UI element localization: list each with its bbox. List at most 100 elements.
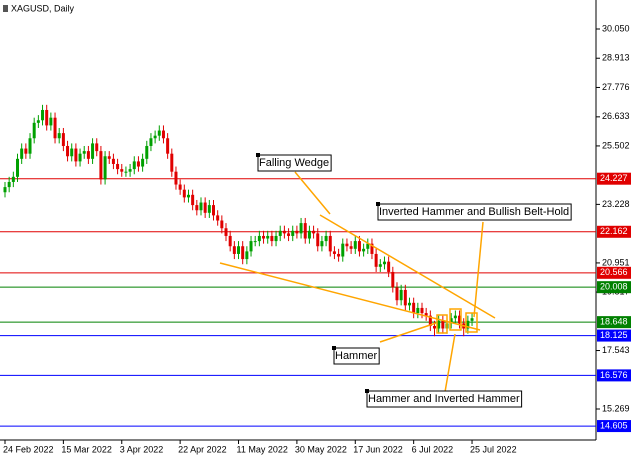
x-tick-label: 24 Feb 2022 — [3, 444, 54, 454]
candle-body — [78, 153, 82, 162]
annotation-text: Falling Wedge — [259, 157, 329, 169]
candle-body — [66, 145, 70, 157]
x-tick-label: 3 Apr 2022 — [120, 444, 164, 454]
level-label: 16.576 — [600, 370, 628, 380]
candle-body — [220, 220, 224, 229]
candle-body — [203, 202, 207, 213]
arrow — [294, 171, 331, 215]
annotation-anchor — [365, 389, 369, 393]
candle-body — [312, 230, 316, 234]
annotation-box — [333, 347, 380, 365]
candle-body — [395, 287, 399, 301]
annotation-anchor — [376, 202, 380, 206]
candle-body — [403, 289, 407, 306]
level-label: 18.648 — [600, 317, 628, 327]
candle-body — [420, 307, 424, 314]
candle-body — [186, 194, 190, 198]
candle-body — [466, 320, 470, 329]
candle-body — [332, 251, 336, 254]
candle-body — [366, 243, 370, 249]
candle-body — [274, 235, 278, 242]
y-tick-label: 15.269 — [602, 403, 630, 413]
candle-body — [407, 302, 411, 306]
plot — [0, 104, 596, 427]
candle-body — [458, 315, 462, 324]
candle-body — [24, 148, 28, 154]
x-tick-label: 6 Jul 2022 — [412, 444, 454, 454]
y-tick-label: 25.502 — [602, 140, 630, 150]
candle-body — [382, 261, 386, 265]
candle-body — [295, 230, 299, 234]
candle-body — [95, 143, 99, 152]
candle-body — [36, 120, 40, 123]
candle-body — [103, 156, 107, 180]
candle-body — [157, 130, 161, 136]
candle-body — [428, 315, 432, 326]
candle-body — [287, 233, 291, 236]
candle-body — [257, 235, 261, 242]
candle-body — [249, 241, 253, 252]
candle-body — [374, 253, 378, 267]
candle-body — [328, 235, 332, 252]
candle-body — [370, 243, 374, 254]
candle-body — [237, 246, 241, 254]
candle-body — [70, 148, 74, 157]
candle-body — [136, 161, 140, 167]
candle-body — [128, 169, 132, 172]
level-label: 24.227 — [600, 173, 628, 183]
candle-body — [161, 130, 165, 139]
arrow — [379, 322, 437, 343]
candle-body — [174, 171, 178, 185]
candle-body — [145, 145, 149, 159]
y-tick-label: 26.633 — [602, 111, 630, 121]
candle-body — [182, 189, 186, 198]
level-label-box — [597, 225, 631, 238]
level-label-box — [597, 369, 631, 382]
level-label-box — [597, 266, 631, 279]
level-label-box — [597, 420, 631, 433]
candle-body — [278, 230, 282, 236]
candle-body — [282, 230, 286, 234]
annotation-box — [257, 154, 332, 172]
annotation-text: Hammer — [335, 350, 378, 362]
annotation-anchor — [256, 153, 260, 157]
candle-body — [178, 184, 182, 190]
candle-body — [32, 122, 36, 139]
candle-body — [391, 271, 395, 288]
y-tick-label: 20.951 — [602, 257, 630, 267]
candle-body — [86, 151, 90, 159]
annotation-text: Hammer and Inverted Hammer — [368, 393, 520, 405]
level-label: 14.605 — [600, 420, 628, 430]
level-label-box — [597, 172, 631, 185]
candle-body — [453, 315, 457, 319]
level-label: 20.566 — [600, 267, 628, 277]
candle-body — [433, 325, 437, 329]
candle-body — [199, 202, 203, 211]
candle-body — [120, 169, 124, 172]
candle-body — [153, 135, 157, 139]
arrow — [473, 221, 484, 318]
candle-body — [107, 156, 111, 159]
candle-body — [320, 241, 324, 247]
candle-body — [357, 241, 361, 252]
candle-body — [441, 320, 445, 329]
y-tick-label: 27.776 — [602, 82, 630, 92]
wedge-upper — [319, 214, 496, 319]
candle-body — [212, 205, 215, 216]
candle-body — [349, 246, 353, 249]
level-label: 22.162 — [600, 226, 628, 236]
candle-body — [49, 117, 53, 126]
candle-body — [16, 158, 20, 177]
candle-body — [170, 153, 174, 172]
candle-body — [299, 223, 303, 234]
y-tick-label: 28.913 — [602, 53, 630, 63]
candle-body — [245, 251, 249, 260]
level-label: 18.125 — [600, 330, 628, 340]
candle-body — [399, 289, 403, 301]
annotation-anchor — [332, 346, 336, 350]
candle-body — [216, 215, 220, 221]
candle-body — [82, 151, 86, 154]
x-tick-label: 17 Jun 2022 — [353, 444, 403, 454]
candle-body — [449, 318, 453, 324]
y-tick-label: 30.050 — [602, 23, 630, 33]
